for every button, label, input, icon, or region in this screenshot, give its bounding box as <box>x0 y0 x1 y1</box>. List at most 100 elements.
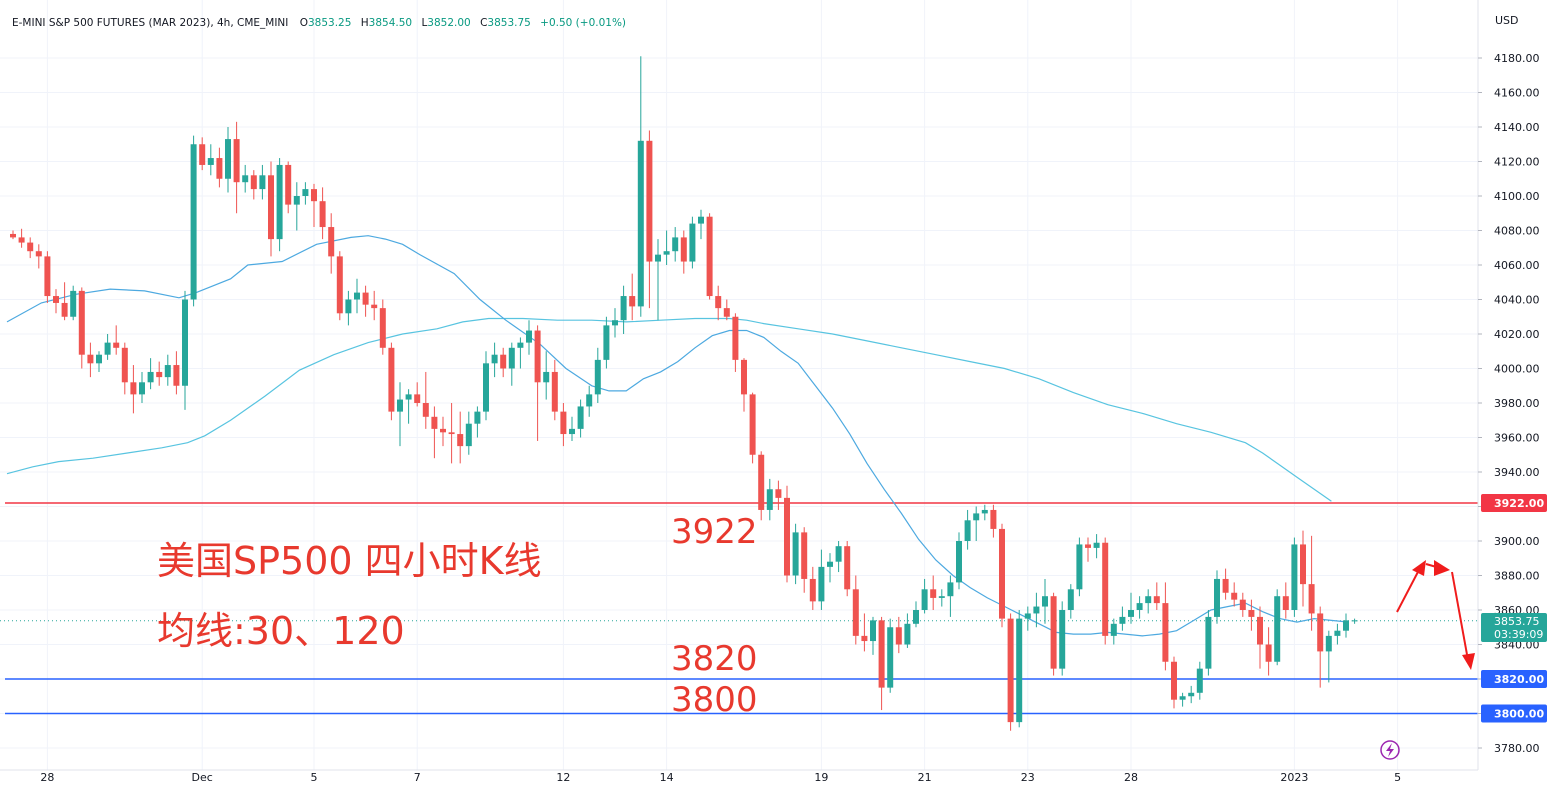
x-tick-6: 19 <box>814 771 828 784</box>
candle-body-36 <box>319 201 326 228</box>
ma30-path <box>6 235 1349 637</box>
candle-87 <box>758 451 765 521</box>
candle-body-64 <box>560 411 567 435</box>
candle-5 <box>53 289 59 314</box>
candle-71 <box>620 285 627 334</box>
level-tag-3800: 3800.00 <box>1494 708 1544 721</box>
candle-105 <box>913 601 919 628</box>
candle-38 <box>336 251 343 321</box>
y-tick-10: 3980.00 <box>1494 397 1540 410</box>
y-tick-16: 4100.00 <box>1494 190 1540 203</box>
y-tick-17: 4120.00 <box>1494 156 1540 169</box>
candle-body-32 <box>285 164 292 205</box>
candle-44 <box>388 342 395 421</box>
candle-body-23 <box>207 158 214 165</box>
candle-body-76 <box>663 251 670 255</box>
chart-legend[interactable]: E-MINI S&P 500 FUTURES (MAR 2023), 4h, C… <box>12 17 626 29</box>
candle-body-83 <box>723 308 730 317</box>
candle-99 <box>861 613 868 652</box>
candle-130 <box>1128 592 1134 624</box>
candle-body-95 <box>827 561 833 567</box>
time-axis[interactable]: 28 Dec 5 7 12 14 19 21 23 28 2023 5 <box>40 771 1401 784</box>
candle-140 <box>1214 570 1220 624</box>
candle-body-57 <box>500 354 507 369</box>
candle-body-21 <box>190 144 197 300</box>
candle-body-59 <box>517 342 524 348</box>
candle-58 <box>508 342 515 386</box>
candle-137 <box>1188 685 1195 704</box>
candle-body-9 <box>87 354 94 364</box>
candle-17 <box>156 361 163 386</box>
x-tick-0: 28 <box>40 771 54 784</box>
candle-body-43 <box>379 308 386 348</box>
candle-31 <box>276 158 283 252</box>
candle-body-111 <box>964 520 971 541</box>
candle-143 <box>1239 592 1246 617</box>
candle-body-80 <box>698 216 704 224</box>
candle-body-101 <box>878 620 885 688</box>
candle-body-53 <box>465 423 472 447</box>
candle-body-100 <box>870 620 876 642</box>
candle-body-128 <box>1110 623 1117 636</box>
candle-body-106 <box>921 589 928 610</box>
annotation-ma: 均线:30、120 <box>157 609 405 653</box>
candle-body-81 <box>706 216 713 297</box>
candle-body-10 <box>96 354 102 364</box>
candle-body-5 <box>53 296 59 303</box>
candle-body-148 <box>1282 596 1289 610</box>
candle-body-41 <box>362 292 369 305</box>
x-tick-5: 14 <box>660 771 674 784</box>
candle-102 <box>887 618 894 693</box>
candle-body-82 <box>715 296 722 309</box>
candle-body-18 <box>164 365 171 378</box>
candle-body-39 <box>345 299 352 314</box>
candle-body-3 <box>35 251 42 257</box>
lightning-icon[interactable] <box>1380 740 1400 760</box>
candle-body-123 <box>1067 589 1074 610</box>
candle-body-127 <box>1102 542 1109 636</box>
candle-body-42 <box>371 304 378 309</box>
candle-body-17 <box>156 371 163 378</box>
candle-156 <box>1351 618 1358 624</box>
y-tick-8: 3940.00 <box>1494 466 1540 479</box>
candle-124 <box>1076 537 1083 597</box>
candle-body-114 <box>990 509 997 529</box>
level-tag-3820: 3820.00 <box>1494 673 1544 686</box>
candle-128 <box>1110 618 1117 645</box>
candle-body-12 <box>113 342 120 348</box>
candle-69 <box>603 316 610 369</box>
candle-50 <box>440 416 446 447</box>
candle-body-73 <box>637 140 644 307</box>
candle-body-48 <box>422 403 429 417</box>
candle-body-6 <box>61 302 68 317</box>
candle-body-68 <box>594 359 601 395</box>
candle-body-130 <box>1128 610 1134 617</box>
candle-103 <box>895 616 902 654</box>
candle-body-65 <box>569 428 575 435</box>
candle-75 <box>655 239 661 321</box>
candle-115 <box>999 523 1005 628</box>
y-tick-9: 3960.00 <box>1494 432 1540 445</box>
candle-110 <box>956 532 962 590</box>
candle-84 <box>732 313 739 372</box>
candle-body-24 <box>216 158 223 179</box>
candle-body-137 <box>1188 692 1195 697</box>
candle-body-107 <box>930 589 937 598</box>
change-value: +0.50 (+0.01%) <box>540 17 626 29</box>
y-tick-15: 4080.00 <box>1494 225 1540 238</box>
level-tag-3922: 3922.00 <box>1494 497 1544 510</box>
candle-body-88 <box>766 489 773 510</box>
x-tick-9: 28 <box>1124 771 1138 784</box>
close-value: 3853.75 <box>487 17 530 29</box>
candle-35 <box>311 183 317 228</box>
candles <box>10 56 1358 731</box>
candle-54 <box>474 406 481 438</box>
candle-126 <box>1093 534 1100 559</box>
candle-34 <box>302 182 309 205</box>
candle-body-85 <box>741 359 747 395</box>
candle-body-4 <box>44 256 51 297</box>
candle-142 <box>1231 582 1238 607</box>
candle-6 <box>61 282 68 321</box>
candle-57 <box>500 347 507 378</box>
